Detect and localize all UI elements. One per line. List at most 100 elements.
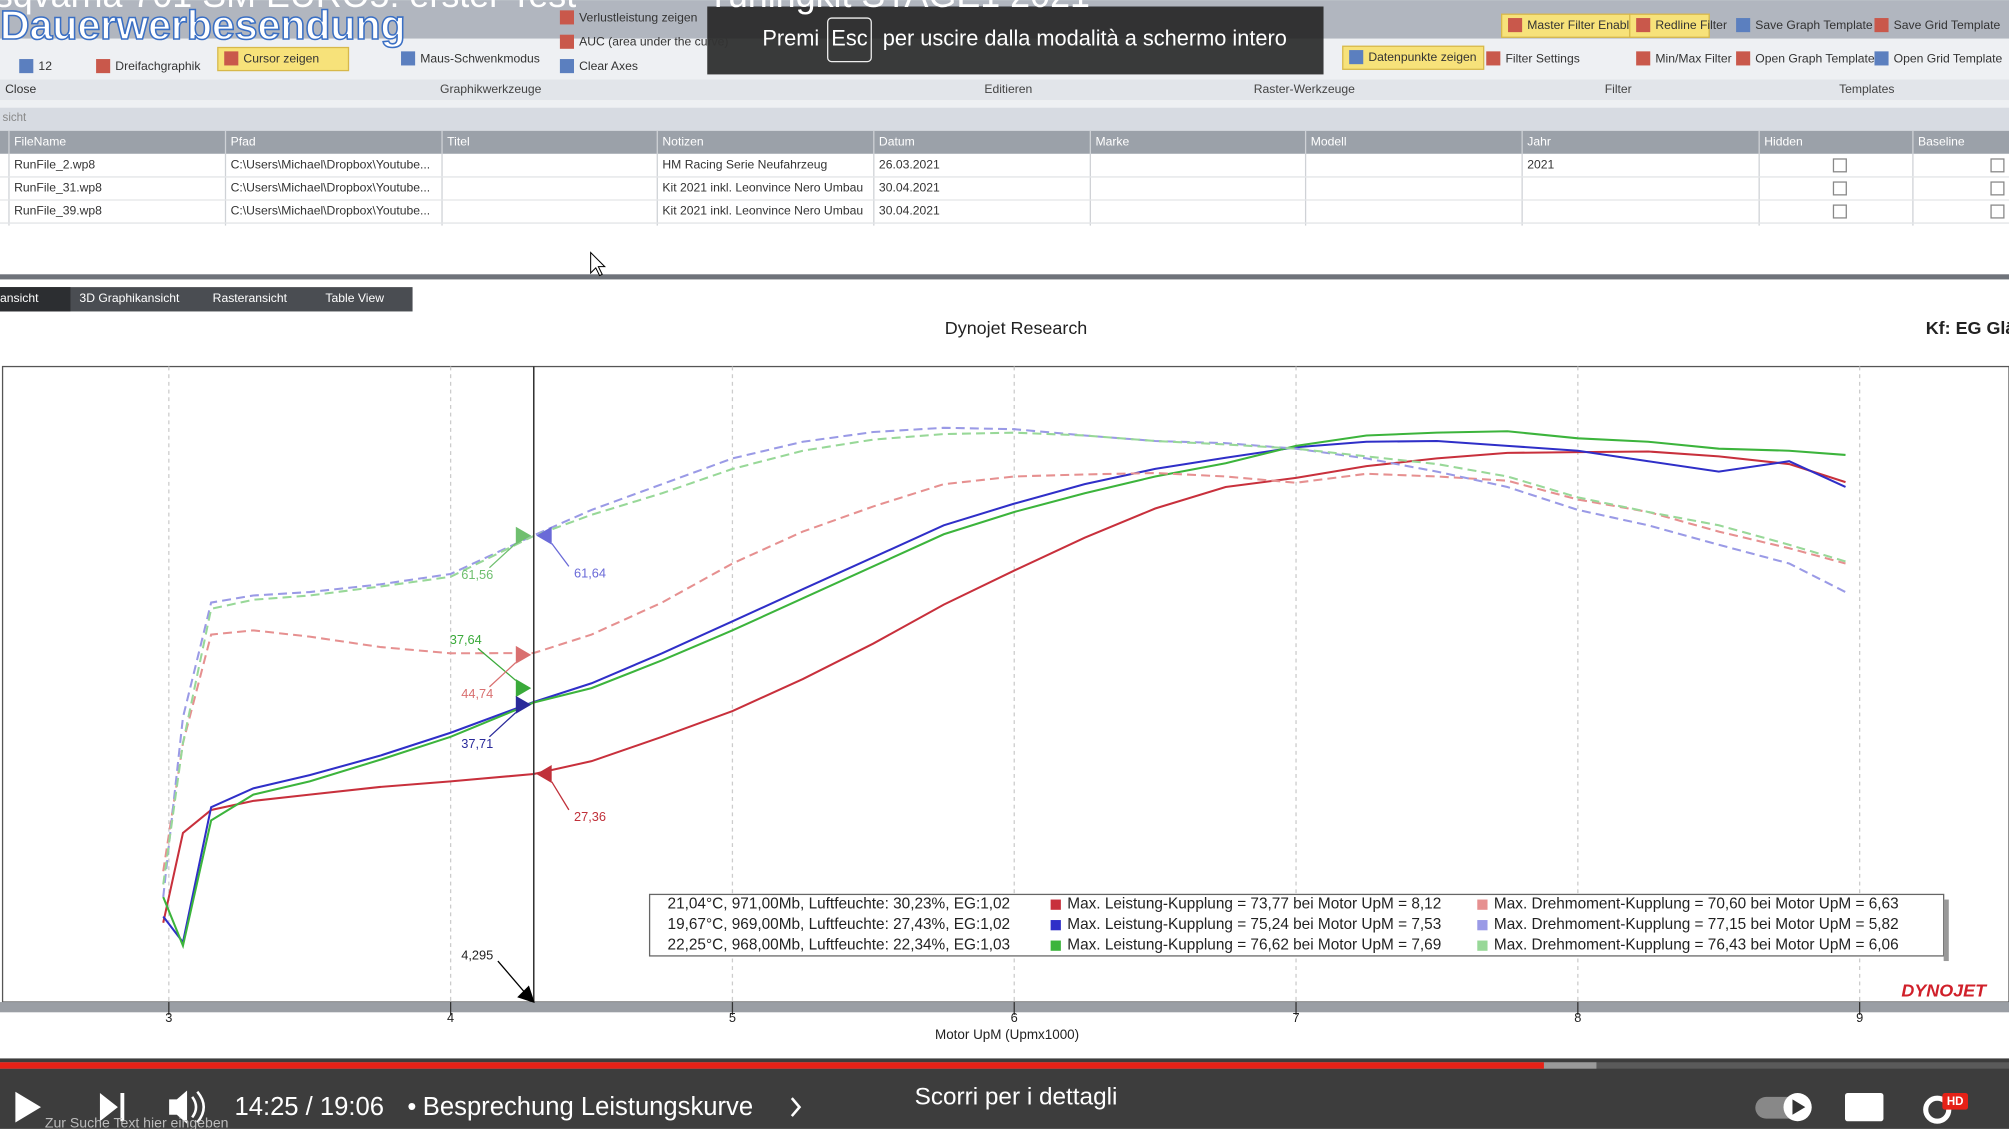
legend-conditions: 22,25°C, 968,00Mb, Luftfeuchte: 22,34%, … bbox=[668, 937, 1011, 954]
section-bar bbox=[0, 107, 2009, 131]
column-header[interactable]: FileName bbox=[14, 135, 66, 149]
toolbar-item[interactable]: Cursor zeigen bbox=[243, 51, 319, 65]
toolbar-icon bbox=[1486, 51, 1501, 66]
toolbar-item[interactable]: Close bbox=[5, 82, 36, 96]
tab[interactable]: 3D Graphikansicht bbox=[79, 291, 180, 305]
column-header[interactable]: Titel bbox=[447, 135, 470, 149]
column-header[interactable]: Pfad bbox=[231, 135, 256, 149]
toolbar-item[interactable]: AUC (area under the curve) bbox=[579, 35, 728, 49]
tab[interactable]: ansicht bbox=[0, 291, 39, 305]
legend-swatch bbox=[1050, 940, 1061, 951]
cursor-marker-head bbox=[536, 526, 552, 545]
toolbar-icon bbox=[401, 51, 416, 66]
legend-swatch bbox=[1477, 920, 1488, 931]
cursor-label: 4,295 bbox=[461, 947, 493, 962]
toolbar-highlight bbox=[217, 46, 350, 72]
mouse-pointer bbox=[590, 251, 606, 277]
video-title-2: Tuningkit STAGE1 2021 bbox=[707, 0, 1090, 15]
table-cell[interactable]: 26.03.2021 bbox=[879, 158, 940, 172]
checkbox[interactable] bbox=[1990, 181, 2005, 196]
toolbar-item[interactable]: Save Grid Template bbox=[1894, 18, 2001, 32]
column-header[interactable]: Baseline bbox=[1918, 135, 1965, 149]
toolbar-item[interactable]: Min/Max Filter bbox=[1655, 51, 1731, 65]
toolbar-group: Editieren bbox=[984, 82, 1032, 96]
cursor-marker-head bbox=[515, 645, 532, 664]
table-cell[interactable]: Kit 2021 inkl. Leonvince Nero Umbau bbox=[662, 181, 863, 195]
legend-entry: Max. Drehmoment-Kupplung = 76,43 bei Mot… bbox=[1494, 937, 1899, 954]
checkbox[interactable] bbox=[1990, 204, 2005, 219]
active-tab[interactable] bbox=[0, 287, 71, 312]
table-cell[interactable]: C:\Users\Michael\Dropbox\Youtube... bbox=[231, 181, 431, 195]
toolbar-item[interactable]: Verlustleistung zeigen bbox=[579, 10, 697, 24]
taskbar-search: Zur Suche Text hier eingeben bbox=[45, 1114, 229, 1129]
toolbar-item[interactable]: Clear Axes bbox=[579, 59, 638, 73]
autoplay-icon bbox=[1792, 1099, 1806, 1115]
checkbox[interactable] bbox=[1832, 181, 1847, 196]
table-cell[interactable]: RunFile_39.wp8 bbox=[14, 204, 102, 218]
time: 14:25 / 19:06 bbox=[234, 1093, 384, 1121]
table-cell[interactable]: C:\Users\Michael\Dropbox\Youtube... bbox=[231, 158, 431, 172]
toolbar-group: Templates bbox=[1839, 82, 1894, 96]
toolbar-item[interactable]: Datenpunkte zeigen bbox=[1368, 50, 1476, 64]
hint-key: Esc bbox=[831, 26, 867, 51]
legend-entry: Max. Leistung-Kupplung = 75,24 bei Motor… bbox=[1067, 916, 1441, 933]
table-cell[interactable]: HM Racing Serie Neufahrzeug bbox=[662, 158, 827, 172]
toolbar-item[interactable]: Filter Settings bbox=[1505, 51, 1579, 65]
play-button[interactable] bbox=[15, 1091, 41, 1123]
hint-before: Premi bbox=[762, 26, 819, 51]
chapter-arrow[interactable] bbox=[790, 1097, 802, 1117]
checkbox[interactable] bbox=[1990, 158, 2005, 173]
volume-button[interactable] bbox=[169, 1090, 188, 1124]
table-cell[interactable]: 2021 bbox=[1527, 158, 1554, 172]
toolbar-item[interactable]: Maus-Schwenkmodus bbox=[420, 51, 540, 65]
chapter[interactable]: Besprechung Leistungskurve bbox=[423, 1093, 753, 1121]
point-label: 44,74 bbox=[461, 686, 493, 701]
toolbar-item[interactable]: Open Grid Template bbox=[1894, 51, 2003, 65]
legend-box bbox=[648, 893, 1945, 957]
subtitles-button[interactable] bbox=[1845, 1093, 1884, 1122]
column-header[interactable]: Datum bbox=[879, 135, 915, 149]
x-axis-bar bbox=[0, 1002, 2009, 1013]
point-label: 27,36 bbox=[574, 809, 606, 824]
x-tick-label: 6 bbox=[1011, 1010, 1018, 1025]
table-cell[interactable]: RunFile_31.wp8 bbox=[14, 181, 102, 195]
table-cell[interactable]: C:\Users\Michael\Dropbox\Youtube... bbox=[231, 204, 431, 218]
toolbar-item[interactable]: Dreifachgraphik bbox=[115, 59, 201, 73]
toolbar-item[interactable]: Redline Filter bbox=[1655, 18, 1727, 32]
x-tick-label: 7 bbox=[1292, 1010, 1299, 1025]
toolbar-item[interactable]: Open Graph Template bbox=[1755, 51, 1875, 65]
cursor-marker bbox=[551, 781, 570, 811]
tab[interactable]: Rasteransicht bbox=[213, 291, 288, 305]
column-header[interactable]: Modell bbox=[1311, 135, 1347, 149]
cursor-marker-head bbox=[515, 526, 532, 545]
x-tick-label: 5 bbox=[729, 1010, 736, 1025]
next-button[interactable] bbox=[99, 1093, 125, 1122]
column-header[interactable]: Notizen bbox=[662, 135, 703, 149]
toolbar-icon bbox=[96, 59, 111, 74]
toolbar-icon bbox=[1736, 51, 1751, 66]
table-body bbox=[0, 153, 2009, 226]
column-header[interactable]: Marke bbox=[1095, 135, 1129, 149]
toolbar-highlight bbox=[1342, 45, 1485, 70]
cursor-marker bbox=[489, 662, 517, 688]
column-header[interactable]: Jahr bbox=[1527, 135, 1551, 149]
toolbar-item[interactable]: Master Filter Enable bbox=[1527, 18, 1636, 32]
esc-key bbox=[827, 17, 872, 63]
checkbox[interactable] bbox=[1832, 204, 1847, 219]
logo: DYNOJET bbox=[1901, 981, 1988, 1001]
cursor-marker bbox=[489, 712, 517, 738]
torque-line bbox=[162, 426, 1846, 898]
table-cell[interactable]: 30.04.2021 bbox=[879, 204, 940, 218]
tab[interactable]: Table View bbox=[325, 291, 384, 305]
toolbar-icon bbox=[1874, 18, 1889, 33]
table-cell[interactable]: 30.04.2021 bbox=[879, 181, 940, 195]
toolbar-item[interactable]: Save Graph Template bbox=[1755, 18, 1873, 32]
table-cell[interactable]: Kit 2021 inkl. Leonvince Nero Umbau bbox=[662, 204, 863, 218]
checkbox[interactable] bbox=[1832, 158, 1847, 173]
progress-played bbox=[0, 1062, 1544, 1069]
hint-after: per uscire dalla modalità a schermo inte… bbox=[883, 26, 1287, 51]
column-header[interactable]: Hidden bbox=[1764, 135, 1803, 149]
toolbar-item[interactable]: 12 bbox=[38, 59, 52, 73]
table-cell[interactable]: RunFile_2.wp8 bbox=[14, 158, 95, 172]
